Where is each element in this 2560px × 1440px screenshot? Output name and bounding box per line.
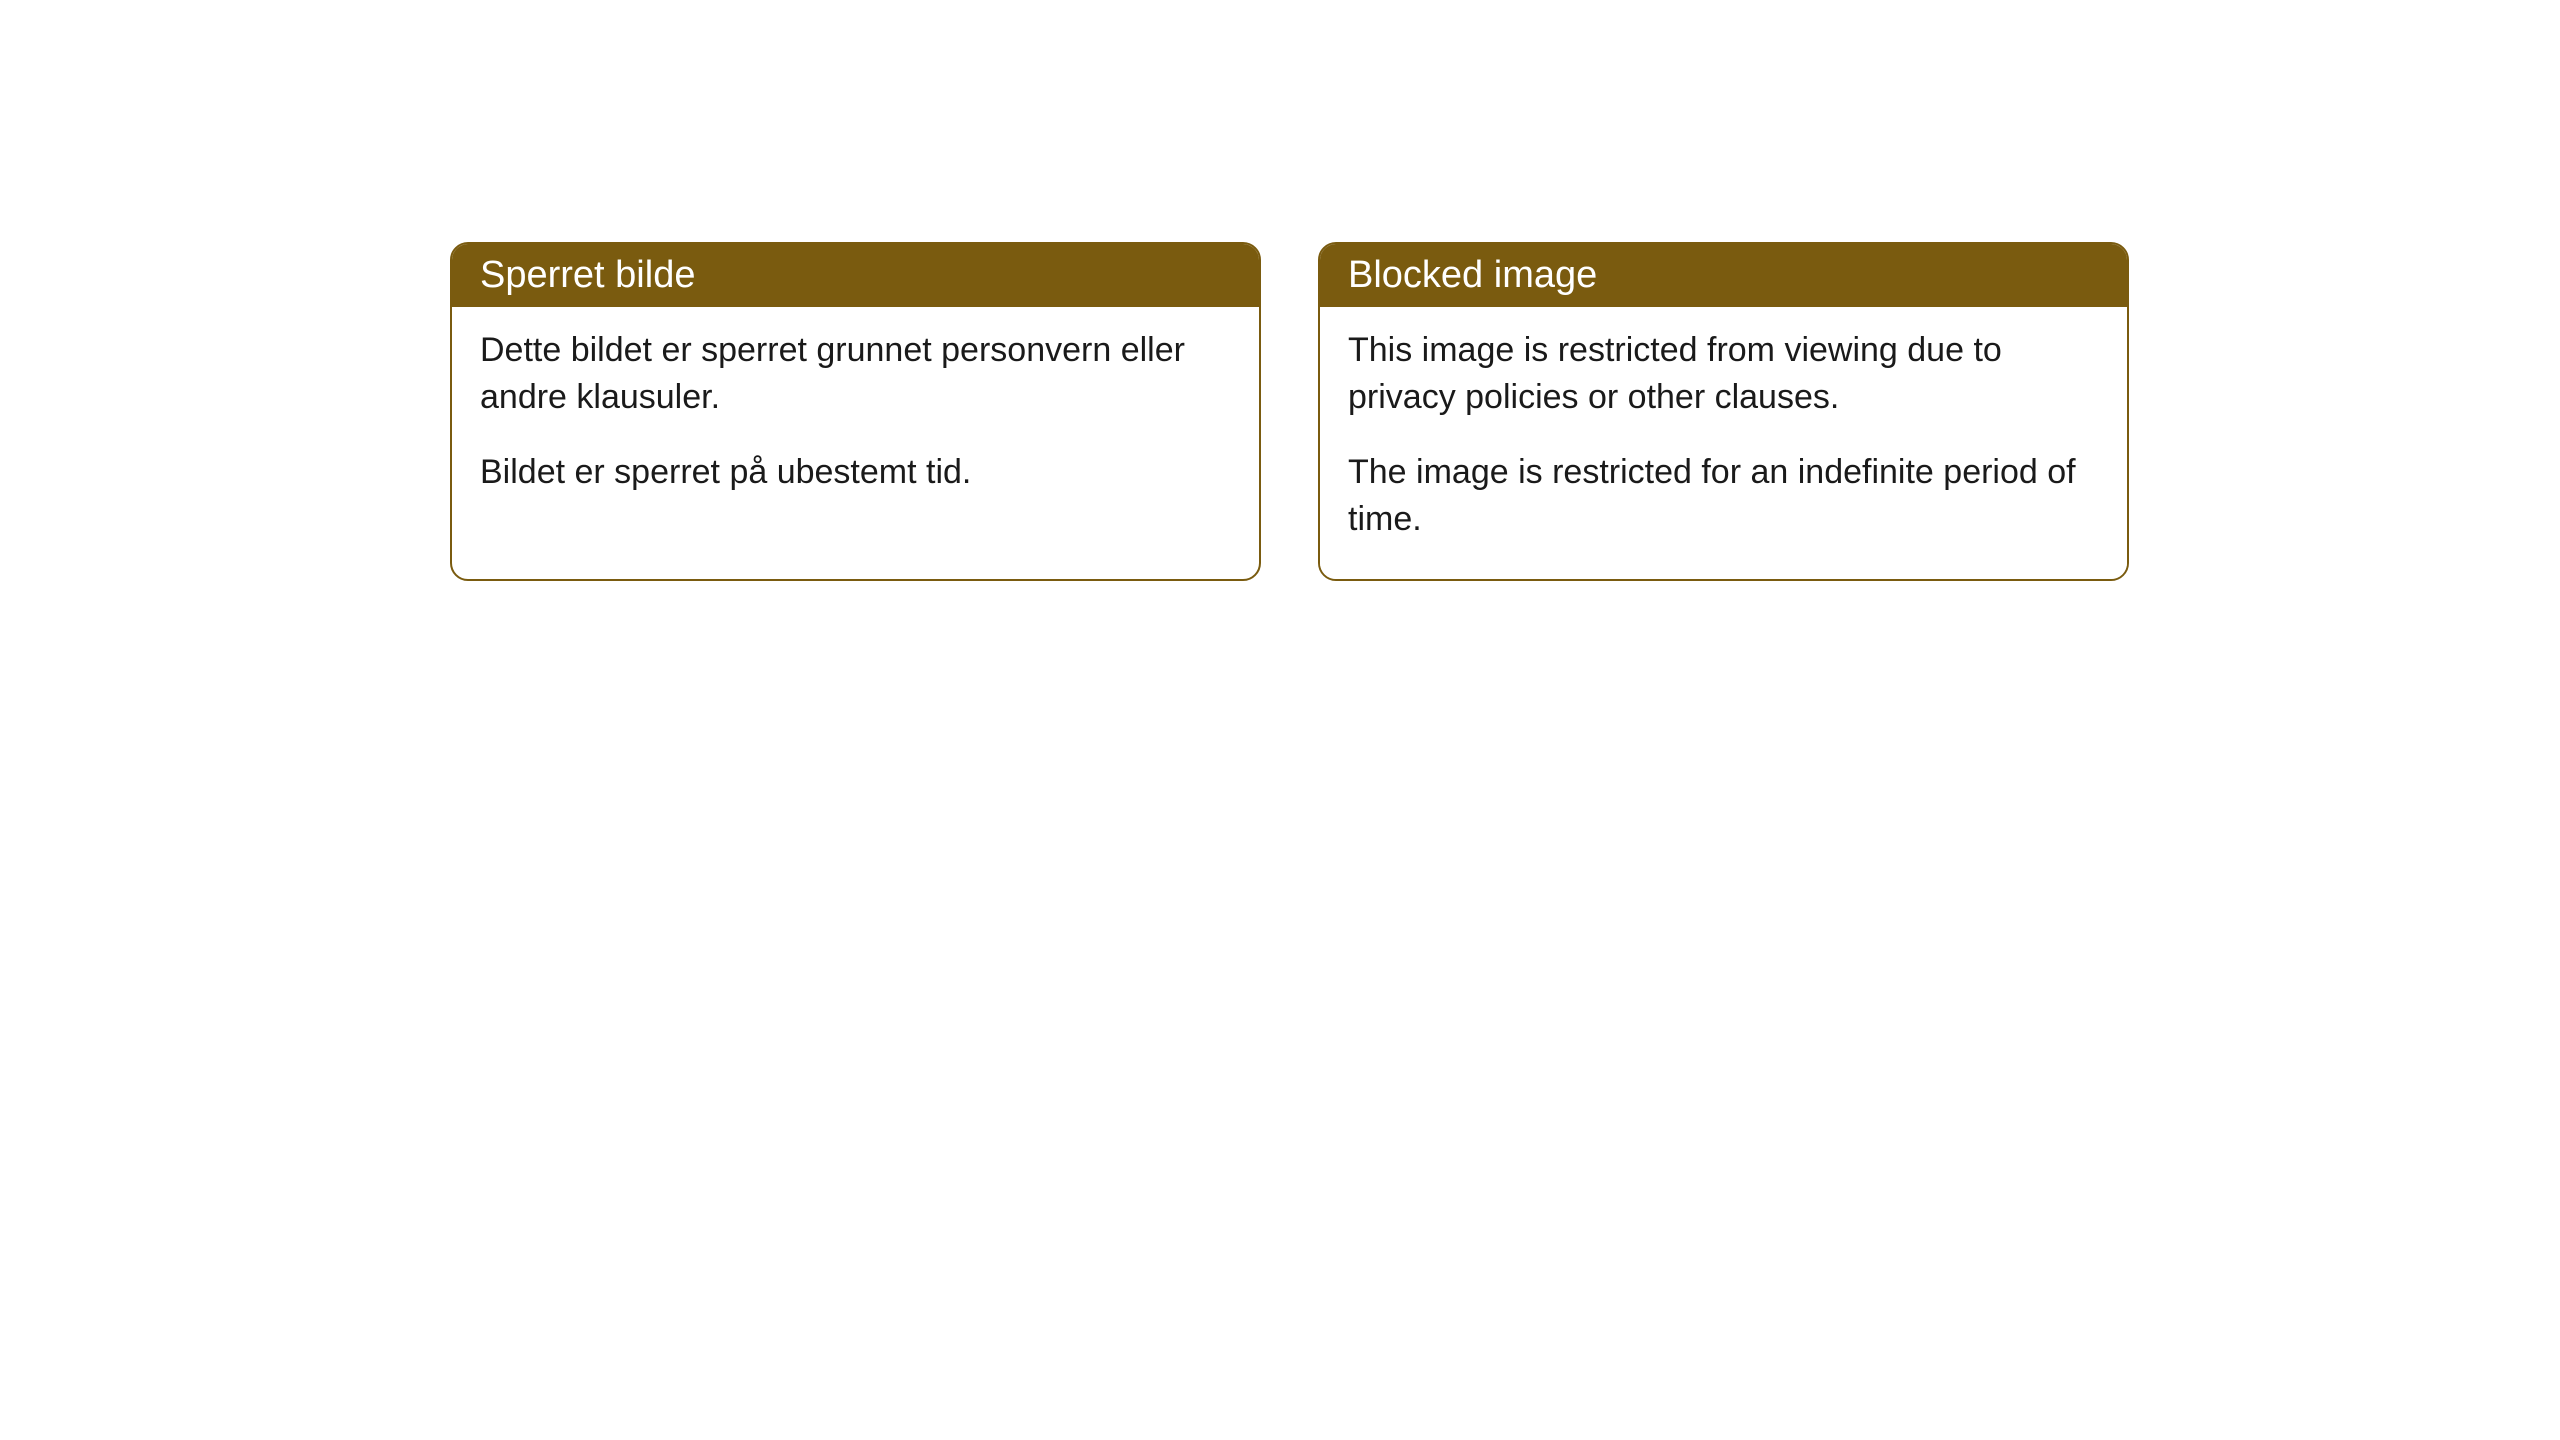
card-paragraph: Dette bildet er sperret grunnet personve… bbox=[480, 327, 1231, 421]
card-header: Sperret bilde bbox=[452, 244, 1259, 307]
card-body: Dette bildet er sperret grunnet personve… bbox=[452, 307, 1259, 532]
notice-cards-container: Sperret bilde Dette bildet er sperret gr… bbox=[450, 242, 2129, 581]
card-body: This image is restricted from viewing du… bbox=[1320, 307, 2127, 579]
card-header: Blocked image bbox=[1320, 244, 2127, 307]
card-title: Sperret bilde bbox=[480, 254, 695, 296]
card-paragraph: The image is restricted for an indefinit… bbox=[1348, 449, 2099, 543]
card-title: Blocked image bbox=[1348, 254, 1597, 296]
card-paragraph: This image is restricted from viewing du… bbox=[1348, 327, 2099, 421]
notice-card-english: Blocked image This image is restricted f… bbox=[1318, 242, 2129, 581]
notice-card-norwegian: Sperret bilde Dette bildet er sperret gr… bbox=[450, 242, 1261, 581]
card-paragraph: Bildet er sperret på ubestemt tid. bbox=[480, 449, 1231, 496]
